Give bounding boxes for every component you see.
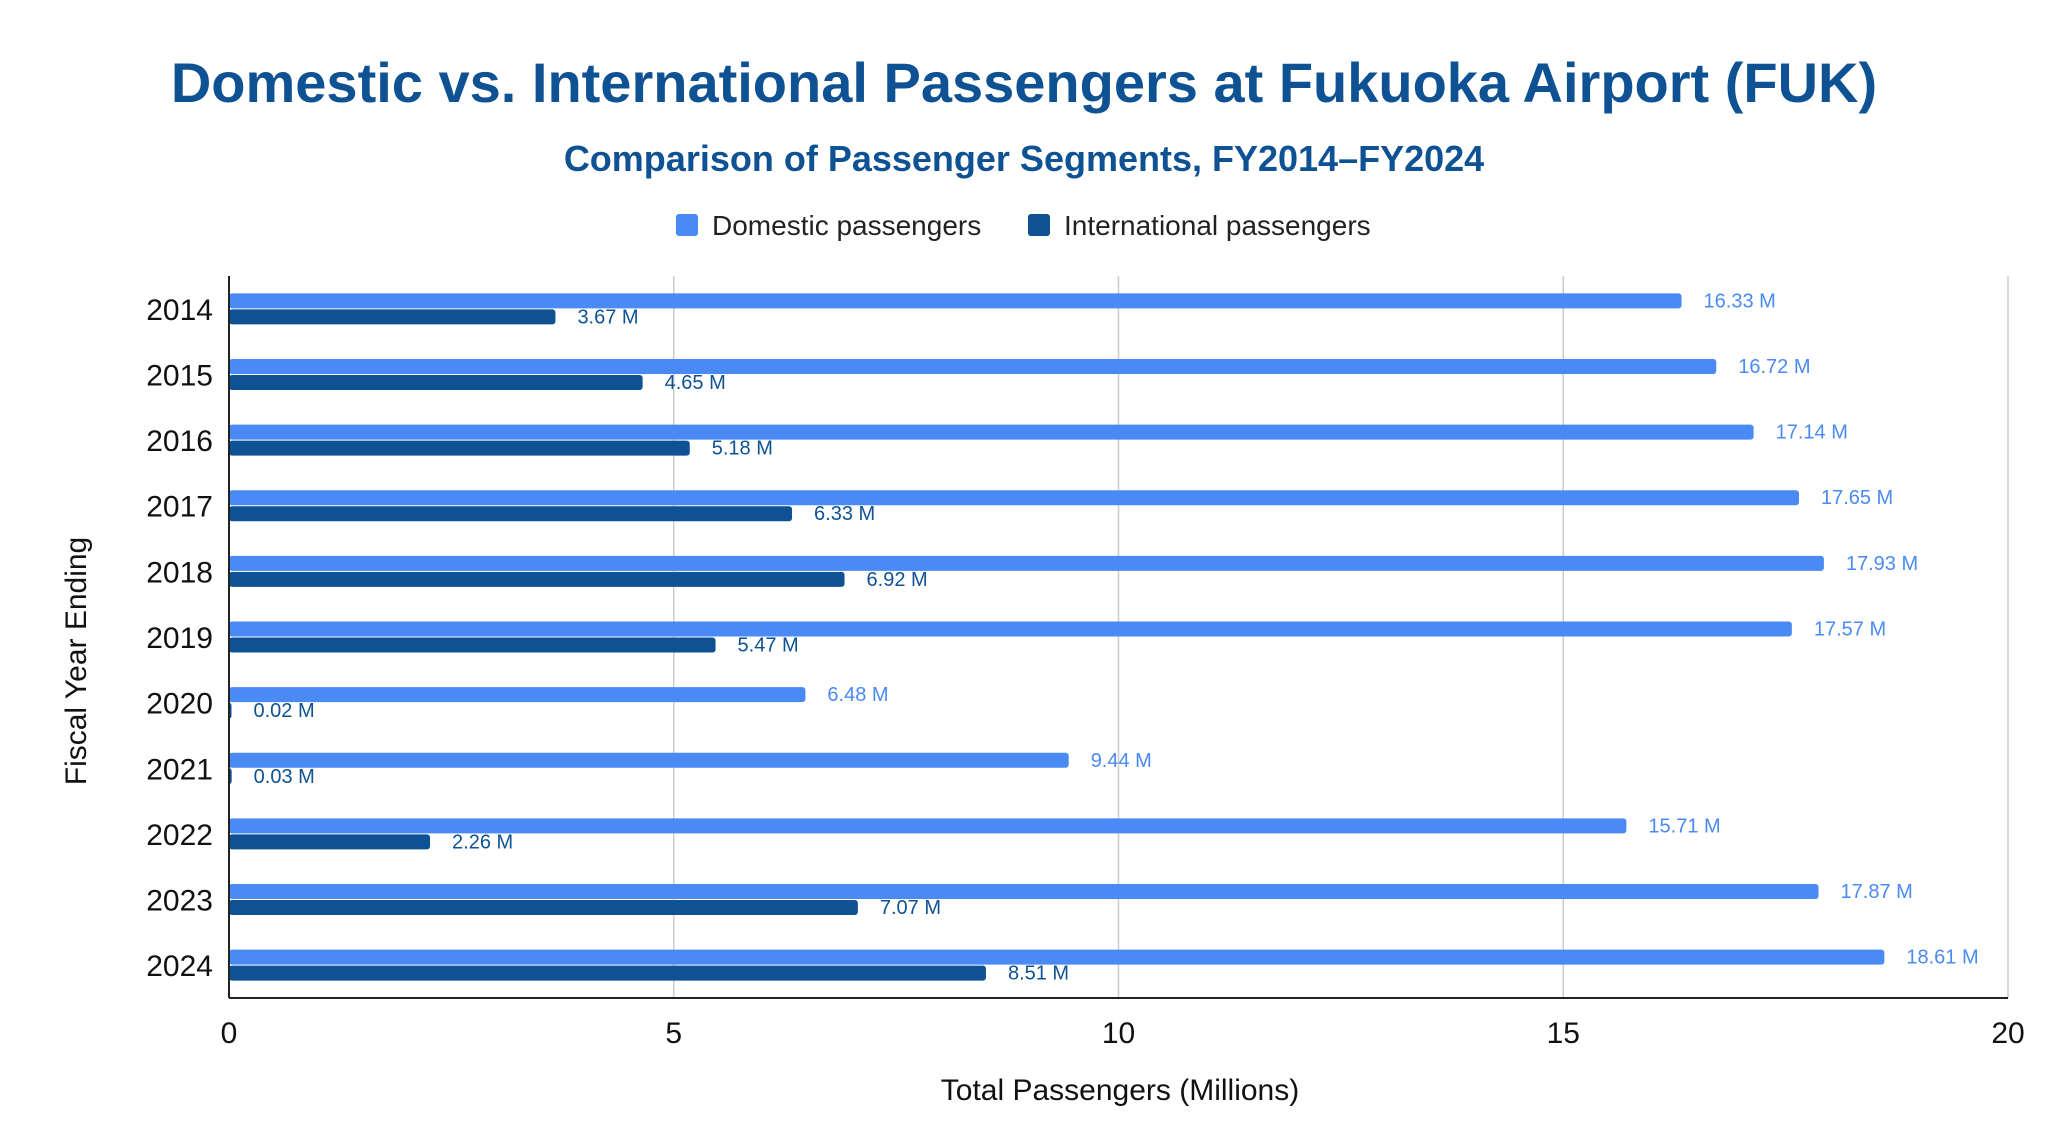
bar-international	[229, 637, 716, 653]
data-label: 5.18 M	[712, 438, 773, 460]
data-label: 6.92 M	[867, 569, 928, 591]
data-label: 6.33 M	[814, 503, 875, 525]
x-tick-label: 10	[1102, 1017, 1135, 1050]
bar-international	[229, 309, 556, 325]
bar-international	[229, 571, 845, 587]
legend-label: International passengers	[1064, 210, 1371, 241]
data-label: 0.02 M	[254, 700, 315, 722]
data-label: 0.03 M	[254, 766, 315, 788]
y-tick-label: 2017	[146, 491, 213, 524]
data-label: 17.65 M	[1821, 487, 1893, 509]
bar-domestic	[229, 293, 1682, 309]
data-label: 17.87 M	[1841, 881, 1913, 903]
data-label: 3.67 M	[577, 306, 638, 328]
bar-domestic	[229, 949, 1885, 965]
y-tick-label: 2024	[146, 950, 213, 983]
legend-swatch	[1028, 214, 1050, 236]
chart-subtitle: Comparison of Passenger Segments, FY2014…	[563, 138, 1485, 179]
bar-domestic	[229, 884, 1819, 900]
data-label: 18.61 M	[1906, 947, 1978, 969]
data-label: 15.71 M	[1648, 815, 1720, 837]
data-label: 17.93 M	[1846, 553, 1918, 575]
bar-domestic	[229, 752, 1069, 768]
bar-international	[229, 965, 986, 981]
bar-international	[229, 900, 858, 916]
y-tick-label: 2016	[146, 425, 213, 458]
y-tick-label: 2014	[146, 294, 213, 327]
x-tick-labels: 0 5 10 15 20	[221, 1017, 2025, 1050]
bars	[229, 293, 1885, 981]
x-tick-label: 20	[1991, 1017, 2024, 1050]
chart-title: Domestic vs. International Passengers at…	[170, 51, 1878, 114]
y-tick-label: 2021	[146, 753, 213, 786]
data-label: 16.72 M	[1738, 356, 1810, 378]
data-label: 7.07 M	[880, 897, 941, 919]
gridlines	[673, 276, 2009, 998]
bar-international	[229, 834, 431, 850]
axes	[228, 276, 2008, 999]
bar-domestic	[229, 687, 806, 703]
bar-domestic	[229, 555, 1824, 571]
data-label: 2.26 M	[452, 831, 513, 853]
y-tick-label: 2015	[146, 359, 213, 392]
y-tick-label: 2019	[146, 622, 213, 655]
legend-label: Domestic passengers	[712, 210, 981, 241]
data-label: 5.47 M	[738, 635, 799, 657]
x-tick-label: 15	[1547, 1017, 1580, 1050]
y-tick-label: 2023	[146, 885, 213, 918]
y-tick-labels: 2014 2015 2016 2017 2018 2019 2020 2021 2022 2023…	[146, 294, 213, 983]
bar-domestic	[229, 818, 1627, 834]
bar-domestic	[229, 621, 1792, 637]
data-label: 8.51 M	[1008, 963, 1069, 985]
x-tick-label: 5	[665, 1017, 682, 1050]
legend: Domestic passengers International passeng…	[676, 210, 1371, 241]
y-tick-label: 2022	[146, 819, 213, 852]
bar-international	[229, 506, 793, 522]
bar-domestic	[229, 424, 1754, 440]
data-label: 6.48 M	[827, 684, 888, 706]
x-tick-label: 0	[221, 1017, 238, 1050]
x-axis-title: Total Passengers (Millions)	[941, 1074, 1299, 1107]
y-tick-label: 2020	[146, 688, 213, 721]
data-labels: 16.33 M 3.67 M 16.72 M 4.65 M 17.14 M 5.18 M 1…	[254, 290, 1979, 984]
bar-domestic	[229, 490, 1799, 506]
y-tick-label: 2018	[146, 556, 213, 589]
y-axis-title: Fiscal Year Ending	[60, 537, 93, 786]
bar-international	[229, 374, 643, 390]
data-label: 16.33 M	[1704, 290, 1776, 312]
data-label: 17.14 M	[1776, 422, 1848, 444]
data-label: 4.65 M	[665, 372, 726, 394]
bar-domestic	[229, 358, 1717, 374]
data-label: 9.44 M	[1091, 750, 1152, 772]
bar-international	[229, 440, 690, 456]
legend-swatch	[676, 214, 698, 236]
data-label: 17.57 M	[1814, 619, 1886, 641]
